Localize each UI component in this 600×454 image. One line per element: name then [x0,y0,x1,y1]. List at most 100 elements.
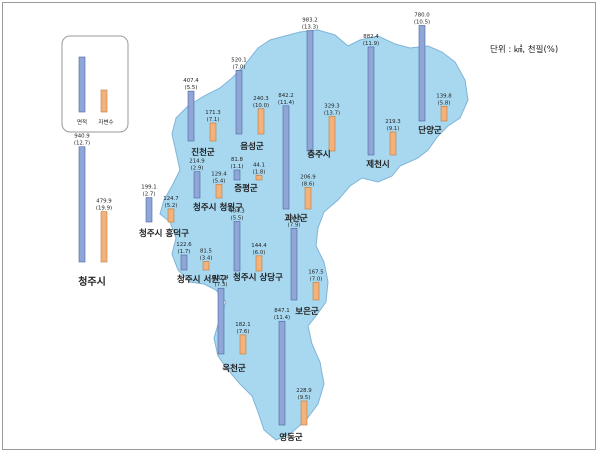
count-pct-label: (1.8) [253,169,266,175]
count-value-label: 124.7 [163,196,178,202]
region-label: 청주시 [78,275,106,288]
area-bar [187,90,195,142]
legend-count-swatch [100,89,108,113]
area-bar [217,287,225,355]
area-value-label: 520.1 [231,57,246,63]
legend-area-label: 면적 [77,118,87,126]
count-value-label: 167.5 [308,269,323,275]
count-value-label: 479.9 [96,199,112,205]
region-label: 진천군 [191,147,215,158]
area-bar [180,254,188,271]
legend-area-swatch [78,56,86,113]
count-pct-label: (7.1) [207,117,220,123]
count-bar [239,334,247,355]
count-value-label: 129.4 [211,171,227,177]
count-bar [328,116,336,152]
region-label: 괴산군 [284,213,308,224]
area-pct-label: (13.3) [302,25,318,31]
area-value-label: 842.2 [278,93,293,99]
area-bar [290,228,298,301]
area-value-label: 214.9 [189,159,205,165]
count-bar [440,106,448,122]
count-bar [255,175,263,181]
area-pct-label: (7.9) [288,222,301,228]
area-pct-label: (12.7) [74,141,90,147]
area-value-label: 199.1 [141,185,156,191]
area-bar [367,46,375,156]
area-pct-label: (1.7) [178,249,191,255]
area-pct-label: (5.5) [185,85,198,91]
count-bar [312,282,320,301]
count-pct-label: (6.0) [253,250,266,256]
count-bar [257,108,265,135]
area-value-label: 983.2 [302,18,317,24]
count-bar [209,122,217,142]
count-value-label: 206.9 [300,174,316,180]
area-pct-label: (7.3) [215,282,228,288]
count-bar [215,184,223,199]
area-value-label: 407.4 [183,78,199,84]
count-value-label: 182.1 [235,322,250,328]
count-value-label: 219.3 [385,119,400,125]
region-label: 단양군 [418,125,442,136]
count-value-label: 329.3 [324,103,339,109]
count-pct-label: (5.8) [438,100,451,106]
count-value-label: 144.4 [251,243,267,249]
area-bar [278,320,286,426]
unit-label: 단위 : ㎢, 천필(%) [490,44,558,55]
count-bar [100,211,108,263]
area-bar [306,30,314,152]
area-value-label: 882.4 [363,34,379,40]
count-value-label: 81.5 [200,248,212,254]
count-bar [255,255,263,272]
area-value-label: 584.3 [286,215,301,221]
area-bar [233,169,241,181]
region-label: 증평군 [234,183,258,194]
area-bar [418,25,426,122]
area-pct-label: (11.4) [274,315,290,321]
region-label: 청주시 서원구 [177,274,227,285]
count-bar [389,131,397,156]
region-label: 청주시 흥덕구 [139,228,189,239]
count-value-label: 139.8 [436,93,452,99]
count-pct-label: (5.2) [165,203,178,209]
count-pct-label: (19.9) [96,206,112,212]
region-label: 청주시 상당구 [233,272,283,283]
count-bar [300,400,308,426]
area-value-label: 940.9 [74,134,90,140]
area-bar [233,221,241,272]
area-value-label: 81.8 [231,157,244,163]
area-pct-label: (11.4) [278,100,294,106]
legend-frame [61,35,129,133]
area-bar [193,171,201,199]
count-pct-label: (13.7) [324,110,340,116]
count-pct-label: (10.0) [253,103,269,109]
region-label: 영동군 [279,432,303,443]
count-bar [202,261,210,271]
area-pct-label: (2.9) [191,166,204,172]
area-pct-label: (10.5) [414,19,430,25]
chart-marks: 940.9(12.7) 479.9(19.9) 청주시 199.1(2.7) 124.7… [74,12,452,443]
count-pct-label: (5.4) [213,178,226,184]
region-label: 제천시 [366,159,389,170]
area-value-label: 537.4 [213,275,229,281]
area-pct-label: (1.1) [231,164,244,170]
count-pct-label: (9.1) [387,126,400,132]
count-bar [167,208,175,223]
count-pct-label: (9.5) [298,395,311,401]
region-label: 충주시 [307,149,330,160]
area-bar [78,146,86,263]
region-label: 청주시 청원구 [193,202,243,213]
area-value-label: 404.3 [229,208,244,214]
count-value-label: 228.9 [296,388,312,394]
area-bar [235,69,243,135]
region-label: 옥천군 [222,363,246,374]
count-pct-label: (8.6) [302,181,315,187]
count-bar [304,186,312,210]
count-pct-label: (7.0) [310,276,323,282]
area-bar [145,197,153,223]
count-value-label: 171.3 [205,110,220,116]
area-pct-label: (7.0) [233,64,246,70]
region-label: 보은군 [295,307,319,317]
